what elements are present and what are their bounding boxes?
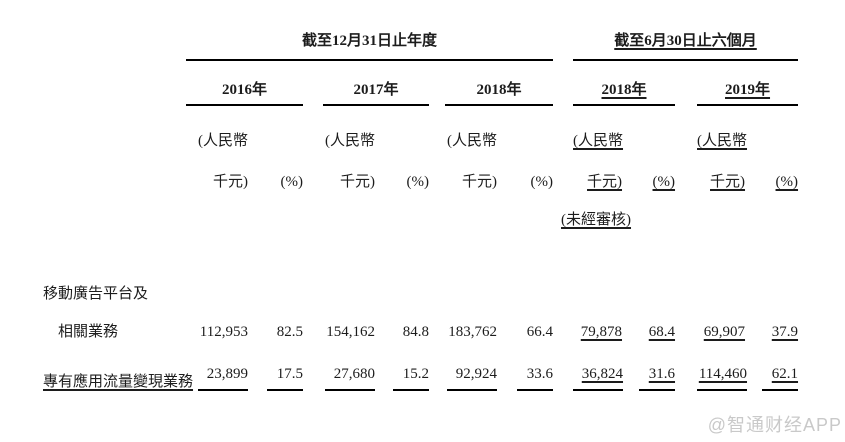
value-cell: 92,924: [445, 345, 497, 399]
value-cell: 154,162: [326, 324, 375, 340]
value-cell-interim: 62.1: [745, 345, 799, 399]
value-cell: 82.5: [276, 324, 303, 340]
period-header-annual: 截至12月31日止年度: [186, 6, 554, 61]
total-value-cell-interim: 184,367: [697, 437, 745, 442]
table-row: 移動廣告平台及: [40, 277, 798, 306]
year-header-row: 2016年 2017年 2018年 2018年 2019年: [40, 60, 799, 106]
period-header-interim: 截至6月30日止六個月: [573, 6, 799, 61]
value-cell-interim: 79,878: [580, 324, 623, 340]
value-cell: 17.5: [248, 345, 303, 399]
total-value-cell-interim: 116,702: [573, 437, 622, 442]
unit-label-interim: 千元): [587, 174, 623, 190]
value-cell-interim: 69,907: [703, 324, 746, 340]
value-cell-interim: 31.6: [622, 345, 676, 399]
pct-label: (%): [406, 174, 430, 190]
year-header-2018-interim: 2018年: [573, 60, 676, 106]
pct-label: (%): [530, 174, 554, 190]
total-value-cell: 100.0: [375, 437, 429, 442]
currency-header-row: (人民幣 (人民幣 (人民幣 (人民幣 (人民幣: [40, 105, 798, 157]
value-cell: 112,953: [199, 324, 248, 340]
value-cell-interim: 68.4: [648, 324, 676, 340]
currency-label: (人民幣: [325, 133, 375, 149]
year-header-2019-interim: 2019年: [697, 60, 799, 106]
currency-label: (人民幣: [447, 133, 497, 149]
total-value-cell-interim: 100.0: [622, 437, 675, 442]
value-cell: 183,762: [448, 324, 497, 340]
value-cell-interim: 36,824: [573, 345, 624, 399]
unit-label: 千元): [340, 174, 375, 190]
currency-label-interim: (人民幣: [573, 133, 624, 149]
period-header-row: 截至12月31日止年度 截至6月30日止六個月: [40, 6, 799, 61]
value-cell-interim: 37.9: [771, 324, 799, 340]
total-row: 總計 136,852 100.0 181,842 100.0 276,686 1…: [40, 437, 798, 442]
value-cell: 84.8: [402, 324, 429, 340]
value-cell: 66.4: [526, 324, 554, 340]
value-cell-interim: 114,460: [697, 345, 748, 399]
unit-label-interim: 千元): [710, 174, 746, 190]
unaudited-row: (未經審核): [40, 195, 798, 235]
value-cell: 23,899: [186, 345, 248, 399]
pct-label: (%): [280, 174, 304, 190]
year-header-2016: 2016年: [186, 60, 303, 106]
revenue-breakdown-table: 截至12月31日止年度 截至6月30日止六個月 2016年 2017年 2018…: [40, 6, 799, 442]
unit-header-row: 千元) (%) 千元) (%) 千元) (%) 千元) (%) 千元) (%): [40, 157, 798, 195]
currency-label-interim: (人民幣: [697, 133, 748, 149]
total-value-cell: 276,686: [445, 437, 497, 442]
unit-label: 千元): [462, 174, 497, 190]
value-cell: 27,680: [323, 345, 375, 399]
table-row: 專有應用流量變現業務 23,899 17.5 27,680 15.2 92,92…: [40, 345, 799, 399]
pct-label-interim: (%): [775, 174, 799, 190]
total-value-cell: 136,852: [186, 437, 248, 442]
row-label-mobile-ad-platform: 移動廣告平台及: [43, 286, 149, 302]
period-header-annual-label: 截至12月31日止年度: [302, 33, 438, 49]
table-row: 相關業務 112,953 82.5 154,162 84.8 183,762 6…: [40, 306, 798, 345]
period-header-interim-label: 截至6月30日止六個月: [614, 33, 757, 49]
value-cell: 33.6: [497, 345, 554, 399]
watermark-zhitong-caijing: @智通财经APP: [707, 415, 842, 435]
total-value-cell: 100.0: [497, 437, 553, 442]
year-header-2017: 2017年: [323, 60, 429, 106]
value-cell: 15.2: [375, 345, 429, 399]
unaudited-label: (未經審核): [561, 212, 632, 228]
unit-label: 千元): [213, 174, 248, 190]
row-label-proprietary-app-traffic: 專有應用流量變現業務: [43, 374, 194, 390]
year-header-2018: 2018年: [445, 60, 554, 106]
total-value-cell: 181,842: [323, 437, 375, 442]
total-label: 總計: [40, 437, 186, 442]
pct-label-interim: (%): [652, 174, 676, 190]
total-value-cell: 100.0: [248, 437, 303, 442]
total-value-cell-interim: 100.0: [745, 437, 798, 442]
currency-label: (人民幣: [198, 133, 248, 149]
row-label-related-business: 相關業務: [58, 324, 119, 340]
